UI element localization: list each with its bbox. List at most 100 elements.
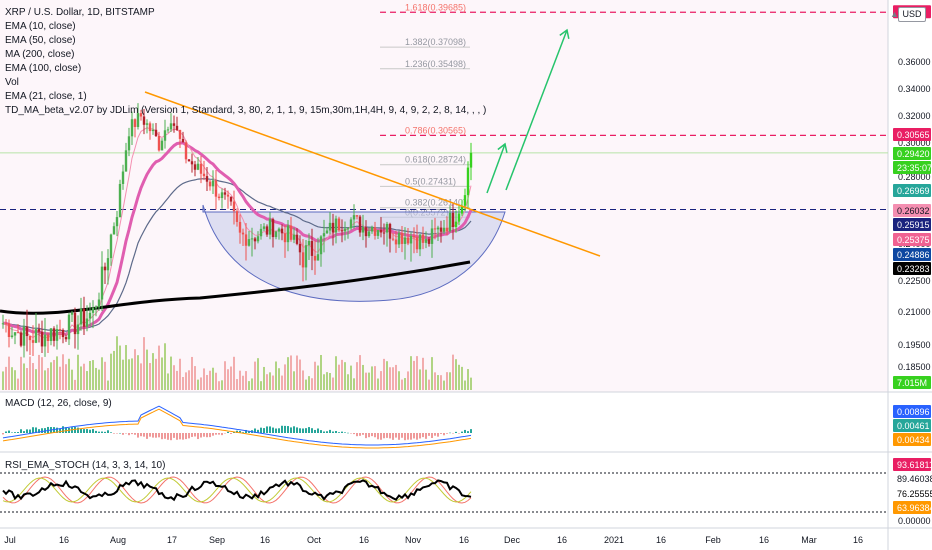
macd-line[interactable]: [2, 405, 472, 446]
candle-body[interactable]: [454, 221, 458, 228]
macd-signal-line[interactable]: [2, 408, 472, 449]
candle-body[interactable]: [25, 326, 29, 337]
legend-ema100[interactable]: EMA (100, close): [5, 63, 82, 74]
candle-body[interactable]: [64, 337, 68, 340]
candle-body[interactable]: [169, 123, 173, 130]
candle-body[interactable]: [448, 212, 452, 232]
candle-body[interactable]: [340, 230, 344, 232]
candle-body[interactable]: [172, 123, 176, 126]
candle-body[interactable]: [298, 243, 302, 253]
candle-body[interactable]: [103, 266, 107, 271]
candle-body[interactable]: [349, 219, 353, 229]
price-label[interactable]: 0.25375: [897, 235, 930, 245]
macd-value-label[interactable]: 0.00461: [897, 421, 930, 431]
legend-title[interactable]: XRP / U.S. Dollar, 1D, BITSTAMP: [5, 7, 155, 18]
candle-body[interactable]: [85, 318, 89, 327]
candle-body[interactable]: [43, 334, 47, 347]
legend-vol[interactable]: Vol: [5, 77, 19, 88]
candle-body[interactable]: [76, 324, 80, 335]
candle-body[interactable]: [229, 196, 233, 202]
candle-body[interactable]: [463, 195, 467, 206]
candle-body[interactable]: [361, 227, 365, 233]
candle-body[interactable]: [406, 237, 410, 244]
candle-body[interactable]: [109, 234, 113, 259]
candle-body[interactable]: [400, 232, 404, 244]
candle-body[interactable]: [160, 140, 164, 151]
candle-body[interactable]: [61, 329, 65, 338]
candle-body[interactable]: [28, 336, 32, 341]
candle-body[interactable]: [325, 230, 329, 234]
candle-body[interactable]: [55, 329, 59, 341]
candle-body[interactable]: [394, 239, 398, 245]
candle-body[interactable]: [49, 328, 53, 341]
macd-value-label[interactable]: 0.00896: [897, 407, 930, 417]
candle-body[interactable]: [205, 176, 209, 182]
candle-body[interactable]: [250, 238, 254, 240]
price-label[interactable]: 0.29420: [897, 149, 930, 159]
candle-body[interactable]: [100, 266, 104, 300]
candle-body[interactable]: [139, 113, 143, 117]
candle-body[interactable]: [295, 234, 299, 244]
candle-body[interactable]: [40, 331, 44, 347]
legend-td-ma[interactable]: TD_MA_beta_v2.07 by JDLim (Version 1, St…: [5, 105, 487, 116]
candle-body[interactable]: [274, 231, 278, 238]
candle-body[interactable]: [31, 340, 35, 343]
candle-body[interactable]: [460, 205, 464, 214]
candle-body[interactable]: [202, 173, 206, 177]
candle-body[interactable]: [214, 180, 218, 197]
candle-body[interactable]: [223, 192, 227, 195]
candle-body[interactable]: [22, 326, 26, 346]
stoch-d-line[interactable]: [2, 477, 472, 503]
candle-body[interactable]: [445, 227, 449, 232]
legend-ema50[interactable]: EMA (50, close): [5, 35, 76, 46]
candle-body[interactable]: [115, 217, 119, 227]
candle-body[interactable]: [439, 227, 443, 232]
candle-body[interactable]: [256, 236, 260, 242]
candle-body[interactable]: [52, 328, 56, 341]
candle-body[interactable]: [457, 213, 461, 222]
price-label[interactable]: 0.23283: [897, 264, 930, 274]
candle-body[interactable]: [262, 226, 266, 229]
candle-body[interactable]: [211, 180, 215, 187]
rsi-value-label[interactable]: 76.25555: [897, 489, 932, 499]
candle-body[interactable]: [88, 312, 92, 319]
price-label[interactable]: 0.25915: [897, 220, 930, 230]
candle-body[interactable]: [271, 219, 275, 238]
candle-body[interactable]: [301, 252, 305, 268]
candle-body[interactable]: [289, 225, 293, 240]
legend-ma200[interactable]: MA (200, close): [5, 49, 75, 60]
ma200-line[interactable]: [0, 260, 471, 315]
candle-body[interactable]: [151, 129, 155, 132]
candle-body[interactable]: [364, 227, 368, 237]
candle-body[interactable]: [133, 119, 137, 127]
candle-body[interactable]: [220, 192, 224, 199]
candle-body[interactable]: [412, 235, 416, 238]
projection-arrow-short[interactable]: [486, 143, 506, 194]
candle-body[interactable]: [94, 307, 98, 309]
candle-body[interactable]: [241, 232, 245, 235]
candle-body[interactable]: [16, 332, 20, 334]
candle-body[interactable]: [331, 222, 335, 233]
candle-body[interactable]: [37, 329, 41, 332]
candle-body[interactable]: [409, 235, 413, 244]
candle-body[interactable]: [313, 255, 317, 261]
candle-body[interactable]: [121, 171, 125, 184]
candle-body[interactable]: [112, 226, 116, 235]
candle-body[interactable]: [352, 215, 356, 220]
candle-body[interactable]: [388, 223, 392, 239]
candle-body[interactable]: [286, 225, 290, 243]
candle-body[interactable]: [319, 236, 323, 255]
candle-body[interactable]: [358, 216, 362, 233]
candle-body[interactable]: [73, 312, 77, 335]
candle-body[interactable]: [157, 136, 161, 151]
candle-body[interactable]: [310, 241, 314, 256]
candle-body[interactable]: [283, 233, 287, 243]
candle-body[interactable]: [382, 232, 386, 234]
candle-body[interactable]: [280, 228, 284, 234]
candle-body[interactable]: [91, 307, 95, 313]
candle-body[interactable]: [67, 314, 71, 340]
candle-body[interactable]: [190, 161, 194, 165]
candle-body[interactable]: [226, 194, 230, 197]
candle-body[interactable]: [418, 234, 422, 250]
